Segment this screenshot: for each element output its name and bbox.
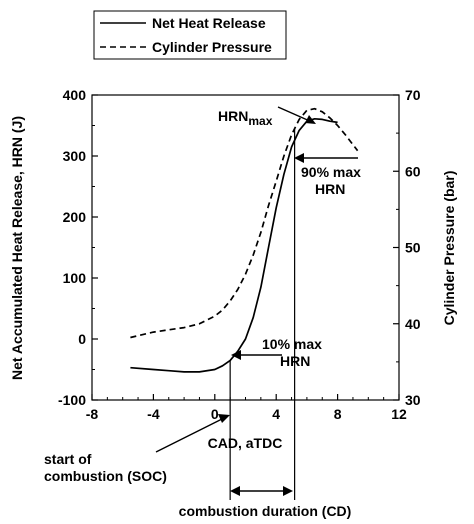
x-tick-label: 8 — [334, 406, 342, 422]
annotation-hrn10-arrowhead — [231, 350, 241, 360]
annotation-hrnmax-arrowhead — [305, 115, 316, 124]
legend-label-cylinder-pressure: Cylinder Pressure — [152, 39, 272, 55]
y2-tick-label: 60 — [405, 163, 421, 179]
y-tick-label: 0 — [78, 331, 86, 347]
legend-box — [93, 10, 287, 60]
x-axis-title: CAD, aTDC — [208, 435, 283, 451]
annotations: HRNmax 90% max HRN 10% max HRN start of … — [44, 106, 361, 519]
y-tick-label: -100 — [58, 392, 86, 408]
y-tick-label: 200 — [63, 209, 87, 225]
annotation-hrn10-line1: 10% max — [262, 336, 322, 352]
annotation-hrn90-arrowhead — [294, 153, 304, 163]
y2-tick-label: 70 — [405, 87, 421, 103]
annotation-soc-line1: start of — [44, 451, 92, 467]
annotation-cd-arrowhead-right — [283, 486, 293, 496]
annotation-soc-pointer — [155, 417, 225, 453]
x-tick-label: -8 — [86, 406, 99, 422]
annotation-hrnmax-pointer — [277, 106, 313, 123]
plot-frame — [91, 94, 400, 401]
annotation-hrn90-line1: 90% max — [301, 164, 361, 180]
y2-axis-title: Cylinder Pressure (bar) — [441, 171, 457, 326]
annotation-hrnmax-sub: max — [248, 114, 272, 128]
annotation-cd-arrowhead-left — [230, 486, 240, 496]
legend-label-net-heat-release: Net Heat Release — [152, 15, 266, 31]
series-group — [130, 107, 359, 373]
axes: -8 -4 0 4 8 12 -100 0 100 200 300 400 30 40 50 60 70 — [58, 87, 421, 500]
annotation-hrn90-line2: HRN — [315, 181, 345, 197]
y-axis-title: Net Accumulated Heat Release, HRN (J) — [9, 116, 25, 380]
x-tick-label: -4 — [147, 406, 160, 422]
x-tick-label: 0 — [211, 406, 219, 422]
annotation-hrnmax-main: HRN — [218, 108, 248, 124]
x-tick-label: 4 — [272, 406, 280, 422]
annotation-hrn10-line2: HRN — [280, 353, 310, 369]
y-tick-label: 300 — [63, 148, 87, 164]
y2-tick-label: 50 — [405, 240, 421, 256]
y-tick-label: 100 — [63, 270, 87, 286]
annotation-soc-arrowhead — [218, 414, 230, 423]
y2-tick-label: 40 — [405, 316, 421, 332]
annotation-cd-label: combustion duration (CD) — [179, 503, 352, 519]
x-tick-label: 12 — [391, 406, 407, 422]
y2-tick-label: 30 — [405, 392, 421, 408]
series-line-cylinder-pressure — [130, 107, 359, 339]
series-line-net-heat-release — [130, 117, 338, 373]
annotation-soc-line2: combustion (SOC) — [44, 468, 167, 484]
annotation-hrnmax: HRNmax — [218, 108, 273, 128]
legend: Net Heat Release Cylinder Pressure — [93, 10, 287, 60]
y-tick-label: 400 — [63, 87, 87, 103]
